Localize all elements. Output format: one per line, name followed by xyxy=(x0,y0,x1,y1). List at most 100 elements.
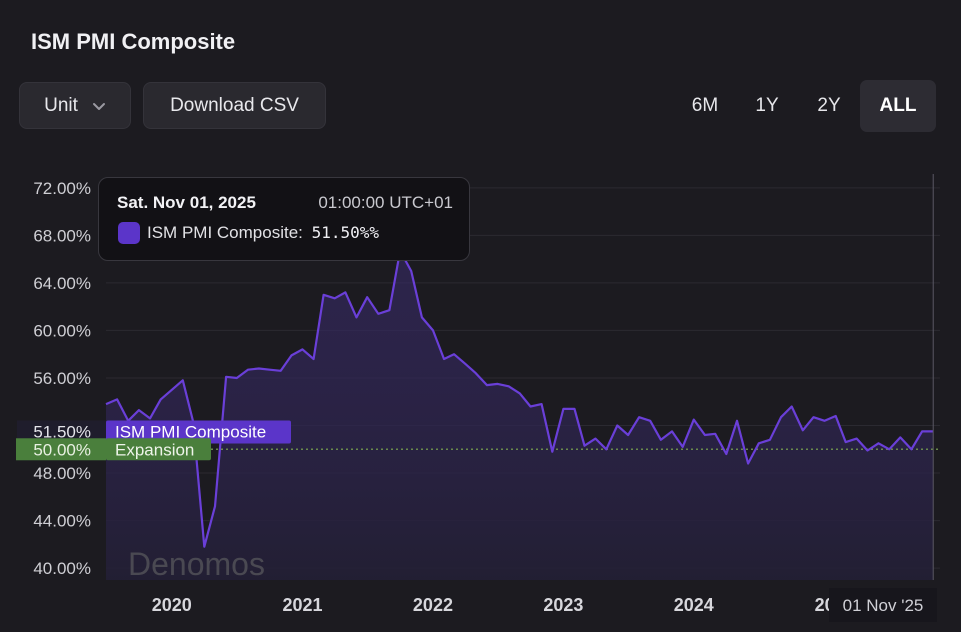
data-point xyxy=(301,348,304,351)
data-point xyxy=(344,291,347,294)
data-point xyxy=(573,407,576,410)
y-tick-label: 68.00% xyxy=(33,226,91,245)
data-point xyxy=(562,407,565,410)
data-point xyxy=(735,419,738,422)
y-tick-label: 40.00% xyxy=(33,559,91,578)
range-all-button[interactable]: ALL xyxy=(860,80,936,132)
data-point xyxy=(605,448,608,451)
data-point xyxy=(235,376,238,379)
y-tick-label: 44.00% xyxy=(33,512,91,531)
x-tick-label: 2021 xyxy=(283,595,323,615)
unit-dropdown[interactable]: Unit xyxy=(19,82,131,129)
data-point xyxy=(420,316,423,319)
data-point xyxy=(116,398,119,401)
tooltip-date: Sat. Nov 01, 2025 xyxy=(117,193,256,212)
data-point xyxy=(681,445,684,448)
range-2y-button[interactable]: 2Y xyxy=(817,95,841,116)
data-point xyxy=(388,309,391,312)
watermark: Denomos xyxy=(128,546,265,582)
data-point xyxy=(496,382,499,385)
data-point xyxy=(855,437,858,440)
data-point xyxy=(768,438,771,441)
data-point xyxy=(170,388,173,391)
current-value-label: 51.50% xyxy=(33,422,91,441)
data-point xyxy=(148,417,151,420)
data-point xyxy=(627,433,630,436)
data-point xyxy=(366,296,369,299)
data-point xyxy=(333,297,336,300)
data-point xyxy=(529,405,532,408)
range-selector: 6M 1Y 2Y ALL xyxy=(674,80,936,132)
data-point xyxy=(159,398,162,401)
data-point xyxy=(757,442,760,445)
data-point xyxy=(834,414,837,417)
data-point xyxy=(322,293,325,296)
series-name-label: ISM PMI Composite xyxy=(115,422,266,441)
data-point xyxy=(518,392,521,395)
expansion-axis-badge xyxy=(16,438,106,461)
y-tick-label: 56.00% xyxy=(33,369,91,388)
data-point xyxy=(551,450,554,453)
data-point xyxy=(649,419,652,422)
data-point xyxy=(279,369,282,372)
tooltip-value: 51.50%% xyxy=(311,223,380,242)
series-area xyxy=(106,250,934,581)
data-point xyxy=(137,409,140,412)
data-point xyxy=(659,438,662,441)
range-1y-button[interactable]: 1Y xyxy=(755,95,779,116)
range-6m-button[interactable]: 6M xyxy=(691,95,719,116)
data-point xyxy=(410,269,413,272)
data-point xyxy=(812,416,815,419)
data-point xyxy=(104,403,107,406)
data-point xyxy=(877,442,880,445)
data-point xyxy=(225,375,228,378)
tooltip-series-swatch xyxy=(118,222,140,244)
y-tick-label: 60.00% xyxy=(33,321,91,340)
data-point xyxy=(844,441,847,444)
data-point xyxy=(431,329,434,332)
x-tick-label: 2023 xyxy=(543,595,583,615)
expansion-label-badge xyxy=(106,438,211,461)
x-tick-label: 2024 xyxy=(674,595,714,615)
data-point xyxy=(921,430,924,433)
y-tick-label: 72.00% xyxy=(33,179,91,198)
data-point xyxy=(725,452,728,455)
data-point xyxy=(692,418,695,421)
crosshair-date-label: 01 Nov '25 xyxy=(843,596,924,615)
tooltip-series-name: ISM PMI Composite: xyxy=(147,223,303,242)
data-point xyxy=(377,312,380,315)
x-tick-label: 2020 xyxy=(152,595,192,615)
tooltip-time: 01:00:00 UTC+01 xyxy=(318,193,453,212)
data-point xyxy=(181,379,184,382)
data-point xyxy=(703,433,706,436)
data-point xyxy=(485,384,488,387)
data-point xyxy=(616,424,619,427)
crosshair-date-badge xyxy=(829,588,937,622)
data-point xyxy=(866,449,869,452)
data-point xyxy=(638,416,641,419)
y-tick-label: 48.00% xyxy=(33,464,91,483)
data-point xyxy=(464,362,467,365)
chevron-down-icon xyxy=(92,102,105,110)
data-point xyxy=(910,448,913,451)
data-point xyxy=(670,430,673,433)
data-point xyxy=(823,419,826,422)
data-point xyxy=(747,462,750,465)
data-point xyxy=(801,429,804,432)
data-point xyxy=(594,437,597,440)
download-csv-button[interactable]: Download CSV xyxy=(143,82,326,129)
data-point xyxy=(714,432,717,435)
data-point xyxy=(888,448,891,451)
x-tick-label: 2022 xyxy=(413,595,453,615)
data-point xyxy=(355,316,358,319)
data-point xyxy=(790,405,793,408)
data-point xyxy=(268,368,271,371)
y-tick-label: 64.00% xyxy=(33,274,91,293)
data-point xyxy=(203,545,206,548)
data-point xyxy=(507,385,510,388)
data-point xyxy=(442,357,445,360)
series-name-badge xyxy=(106,420,291,444)
expansion-axis-label: 50.00% xyxy=(33,440,91,459)
data-point xyxy=(257,367,260,370)
